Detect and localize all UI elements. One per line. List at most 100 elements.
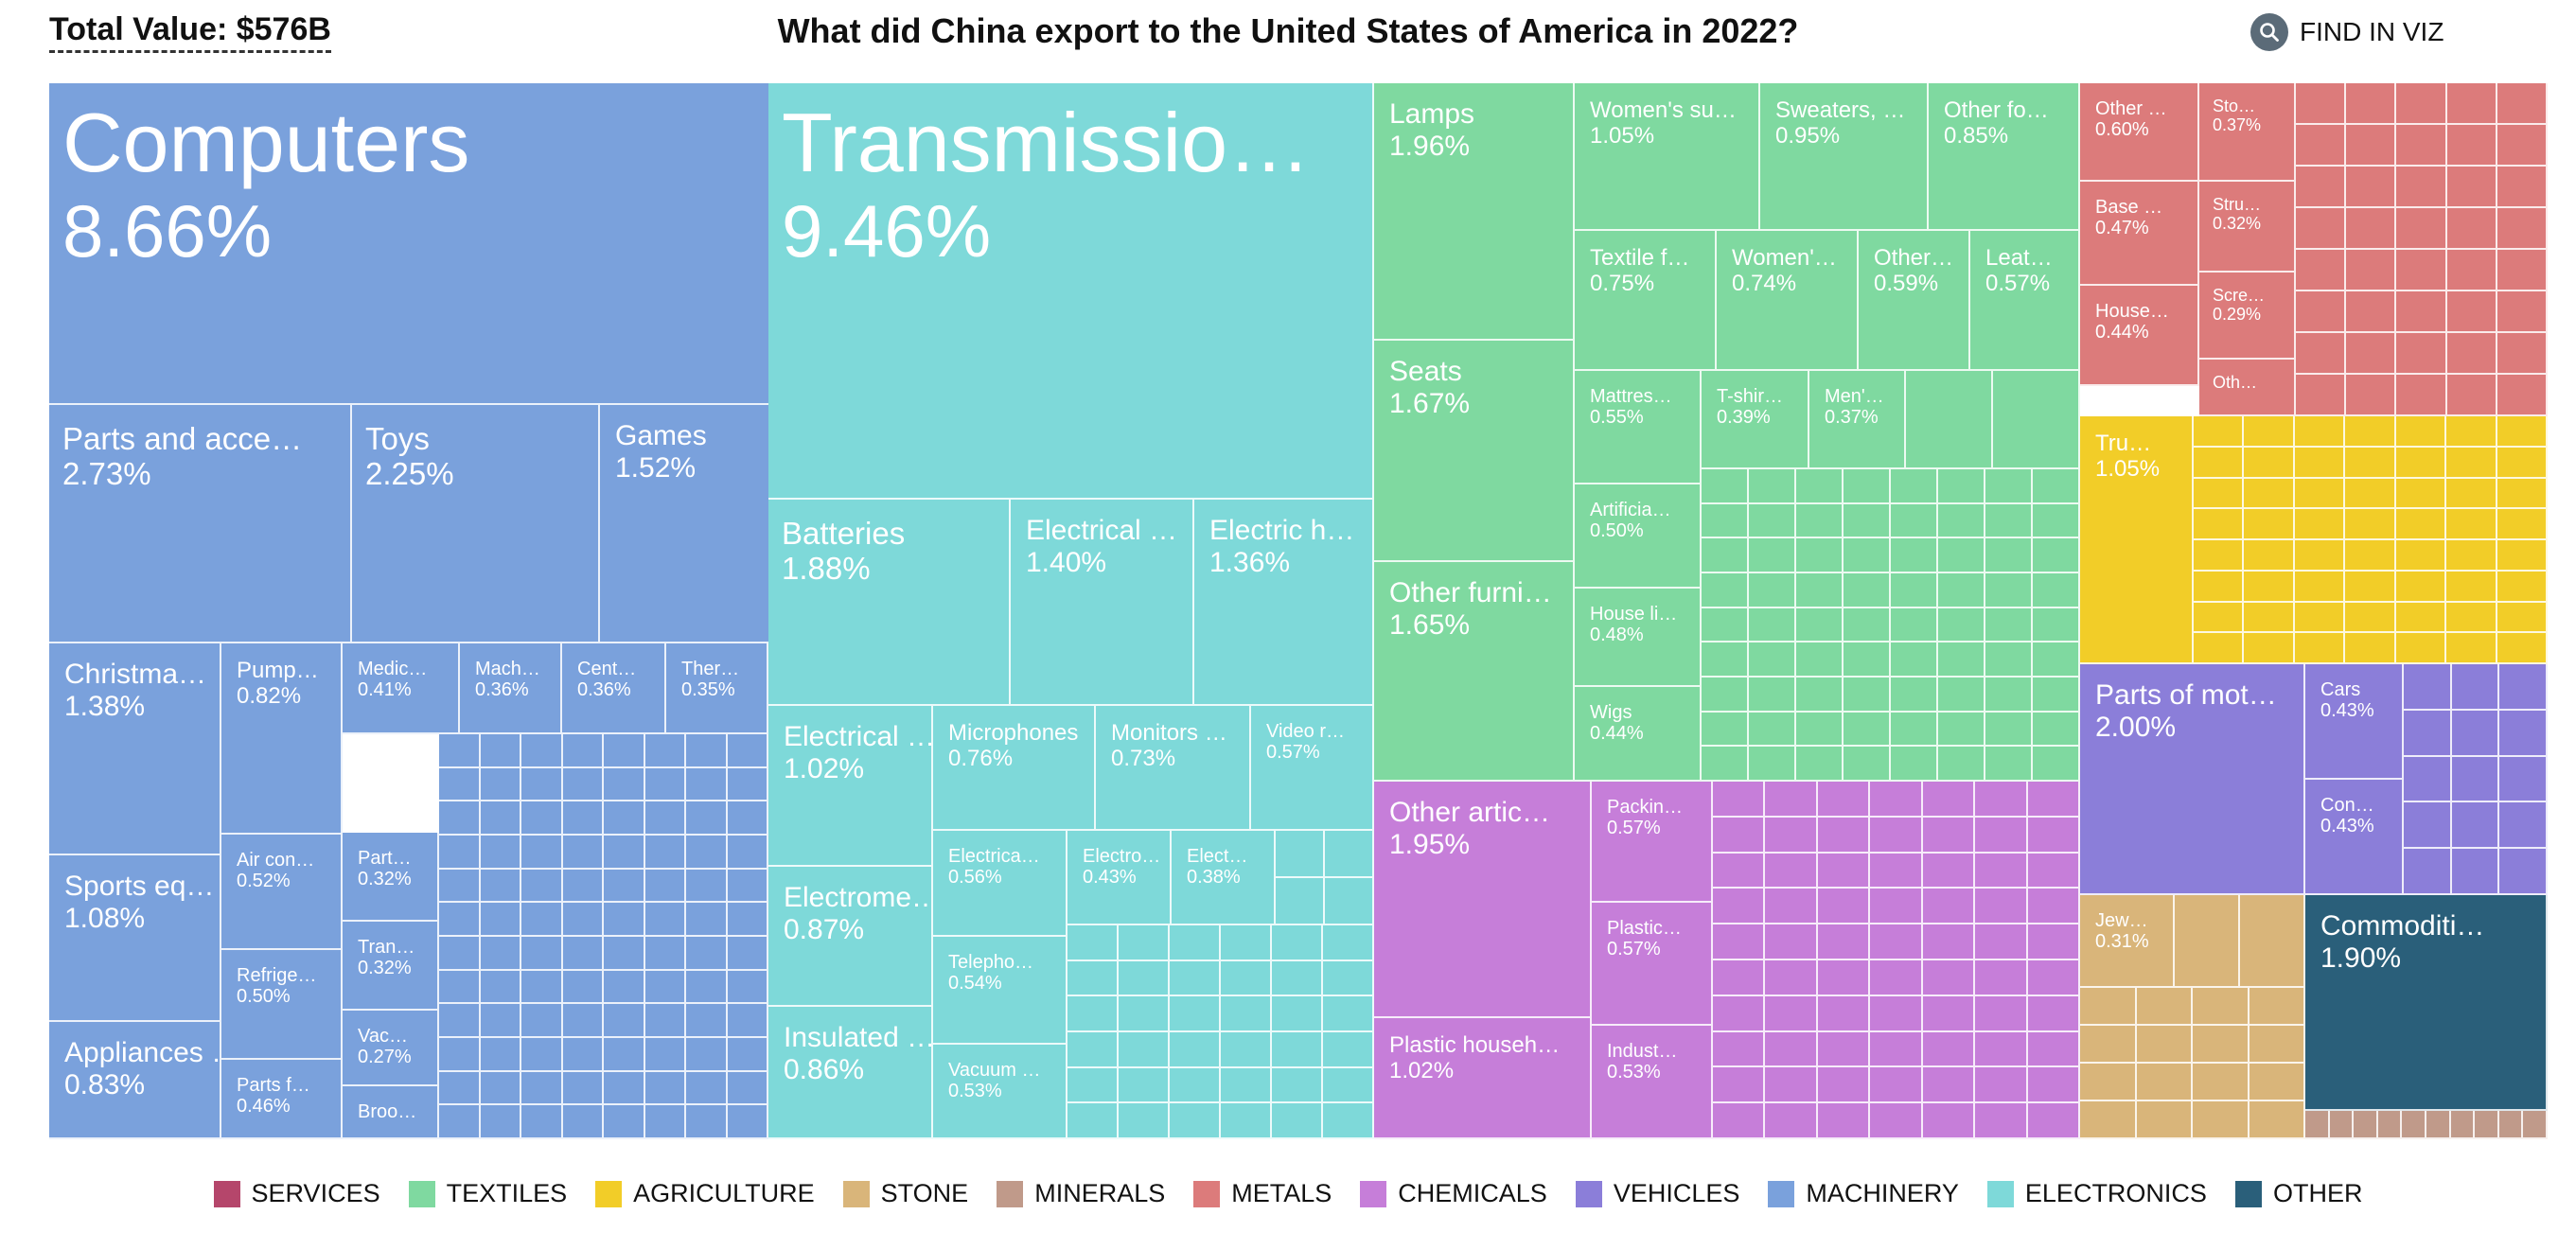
metals-small-product-tile[interactable] (2497, 83, 2548, 125)
textiles-small-product-tile[interactable] (1985, 678, 2033, 713)
machinery-small-product-tile[interactable] (562, 1004, 604, 1038)
agriculture-small-product-tile[interactable] (2244, 602, 2295, 634)
textiles-small-product-tile[interactable] (2033, 607, 2080, 643)
chemicals-small-product-tile[interactable] (1817, 817, 1871, 854)
chemicals-small-product-tile[interactable] (1765, 1103, 1818, 1139)
product-tile[interactable]: Leat… 0.57% (1970, 231, 2080, 371)
agriculture-small-product-tile[interactable] (2194, 602, 2245, 634)
electronics-small-product-tile[interactable] (1323, 996, 1374, 1032)
stone-small-product-tile[interactable] (2193, 988, 2250, 1026)
textiles-small-product-tile[interactable] (1796, 643, 1844, 678)
chemicals-small-product-tile[interactable] (1817, 1067, 1871, 1104)
machinery-small-product-tile[interactable] (521, 1038, 563, 1072)
machinery-small-product-tile[interactable] (644, 767, 686, 802)
metals-small-product-tile[interactable] (2497, 375, 2548, 416)
product-tile[interactable]: Stru… 0.32% (2199, 182, 2296, 273)
machinery-small-product-tile[interactable] (727, 1004, 768, 1038)
product-tile[interactable]: Packin… 0.57% (1592, 782, 1713, 903)
product-tile[interactable]: Video r… 0.57% (1251, 706, 1374, 831)
machinery-small-product-tile[interactable] (480, 903, 521, 937)
machinery-small-product-tile[interactable] (644, 801, 686, 836)
chemicals-small-product-tile[interactable] (1765, 1067, 1818, 1104)
electronics-small-product-tile[interactable] (1325, 878, 1374, 925)
product-tile[interactable]: Transmissio… 9.46% (768, 83, 1374, 500)
chemicals-small-product-tile[interactable] (2027, 1031, 2080, 1068)
metals-small-product-tile[interactable] (2497, 167, 2548, 208)
textiles-small-product-tile[interactable] (1891, 469, 1938, 504)
textiles-small-product-tile[interactable] (2033, 712, 2080, 748)
vehicles-small-product-tile[interactable] (2404, 756, 2452, 803)
machinery-small-product-tile[interactable] (686, 836, 728, 870)
vehicles-small-product-tile[interactable] (2499, 756, 2548, 803)
metals-small-product-tile[interactable] (2446, 125, 2497, 167)
machinery-small-product-tile[interactable] (562, 1038, 604, 1072)
product-tile[interactable]: Medic… 0.41% (343, 643, 460, 734)
minerals-product-tile[interactable] (2426, 1111, 2451, 1139)
chemicals-small-product-tile[interactable] (1922, 782, 1976, 818)
product-tile[interactable]: Elect… 0.38% (1172, 831, 1276, 925)
product-tile[interactable]: Tru… 1.05% (2080, 416, 2194, 664)
product-tile[interactable]: House li… 0.48% (1575, 589, 1702, 687)
product-tile[interactable]: Air con… 0.52% (221, 835, 343, 950)
chemicals-small-product-tile[interactable] (1765, 960, 1818, 996)
machinery-small-product-tile[interactable] (727, 869, 768, 904)
textiles-small-product-tile[interactable] (1985, 712, 2033, 748)
product-tile[interactable]: House… 0.44% (2080, 286, 2199, 386)
chemicals-small-product-tile[interactable] (1922, 1031, 1976, 1068)
chemicals-small-product-tile[interactable] (1713, 960, 1766, 996)
chemicals-small-product-tile[interactable] (1817, 782, 1871, 818)
product-tile[interactable]: Other furni… 1.65% (1374, 562, 1575, 782)
minerals-product-tile[interactable] (2305, 1111, 2330, 1139)
chemicals-small-product-tile[interactable] (2027, 924, 2080, 960)
chemicals-small-product-tile[interactable] (1922, 1103, 1976, 1139)
textiles-small-product-tile[interactable] (1796, 607, 1844, 643)
textiles-small-product-tile[interactable] (1702, 678, 1749, 713)
chemicals-small-product-tile[interactable] (1765, 995, 1818, 1032)
metals-small-product-tile[interactable] (2446, 167, 2497, 208)
machinery-small-product-tile[interactable] (644, 869, 686, 904)
product-tile[interactable]: Mattres… 0.55% (1575, 371, 1702, 484)
agriculture-small-product-tile[interactable] (2446, 509, 2497, 540)
stone-small-product-tile[interactable] (2240, 895, 2305, 988)
vehicles-small-product-tile[interactable] (2451, 802, 2500, 850)
product-tile[interactable]: Tran… 0.32% (343, 922, 439, 1011)
vehicles-small-product-tile[interactable] (2404, 802, 2452, 850)
product-tile[interactable]: Monitors … 0.73% (1096, 706, 1251, 831)
agriculture-small-product-tile[interactable] (2395, 571, 2447, 603)
stone-small-product-tile[interactable] (2136, 1026, 2193, 1064)
product-tile[interactable]: Electric h… 1.36% (1194, 500, 1374, 706)
agriculture-small-product-tile[interactable] (2497, 478, 2548, 510)
textiles-small-product-tile[interactable] (1796, 573, 1844, 608)
textiles-small-product-tile[interactable] (1749, 469, 1796, 504)
chemicals-small-product-tile[interactable] (1765, 817, 1818, 854)
find-in-viz-button[interactable]: FIND IN VIZ (2250, 11, 2444, 53)
chemicals-small-product-tile[interactable] (2027, 853, 2080, 889)
chemicals-small-product-tile[interactable] (1817, 853, 1871, 889)
metals-small-product-tile[interactable] (2346, 83, 2397, 125)
machinery-small-product-tile[interactable] (480, 937, 521, 971)
machinery-small-product-tile[interactable] (604, 836, 645, 870)
machinery-small-product-tile[interactable] (439, 970, 481, 1005)
textiles-small-product-tile[interactable] (1891, 747, 1938, 782)
product-tile[interactable]: Lamps 1.96% (1374, 83, 1575, 341)
chemicals-small-product-tile[interactable] (1975, 817, 2028, 854)
product-tile[interactable]: Jew… 0.31% (2080, 895, 2175, 988)
agriculture-small-product-tile[interactable] (2345, 416, 2396, 448)
product-tile[interactable]: Insulated … 0.86% (768, 1007, 933, 1139)
machinery-small-product-tile[interactable] (644, 836, 686, 870)
textiles-small-product-tile[interactable] (1702, 712, 1749, 748)
minerals-product-tile[interactable] (2475, 1111, 2499, 1139)
agriculture-small-product-tile[interactable] (2194, 478, 2245, 510)
machinery-small-product-tile[interactable] (727, 970, 768, 1005)
machinery-small-product-tile[interactable] (439, 767, 481, 802)
textiles-small-product-tile[interactable] (1938, 573, 1985, 608)
electronics-small-product-tile[interactable] (1119, 1032, 1170, 1068)
chemicals-small-product-tile[interactable] (1975, 1031, 2028, 1068)
metals-small-product-tile[interactable] (2497, 333, 2548, 375)
machinery-small-product-tile[interactable] (727, 1105, 768, 1139)
machinery-small-product-tile[interactable] (439, 801, 481, 836)
product-tile[interactable]: Wigs 0.44% (1575, 687, 1702, 782)
chemicals-small-product-tile[interactable] (1922, 924, 1976, 960)
machinery-small-product-tile[interactable] (686, 937, 728, 971)
legend-item-minerals[interactable]: MINERALS (997, 1179, 1165, 1208)
